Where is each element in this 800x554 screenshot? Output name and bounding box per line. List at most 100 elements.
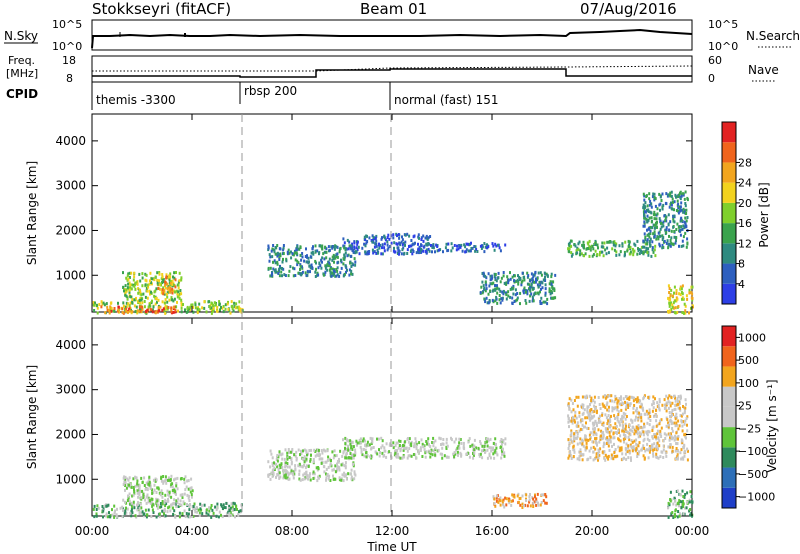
power-echo-cell	[505, 293, 508, 297]
power-echo-cell	[169, 290, 172, 294]
velocity-echo-cell	[483, 444, 486, 448]
power-echo-cell	[401, 235, 403, 239]
power-echo-cell	[333, 245, 336, 249]
velocity-echo-cell	[133, 489, 136, 493]
velocity-echo-cell	[109, 515, 112, 519]
power-echo-cell	[351, 262, 354, 266]
velocity-echo-cell	[383, 453, 386, 457]
velocity-echo-cell	[111, 508, 113, 512]
velocity-echo-cell	[592, 450, 595, 454]
velocity-echo-cell	[630, 395, 633, 399]
power-echo-cell	[146, 283, 149, 287]
power-echo-cell	[152, 305, 155, 309]
power-echo-cell	[501, 296, 504, 300]
velocity-echo-cell	[605, 395, 608, 399]
power-echo-cell	[642, 224, 645, 228]
power-echo-cell	[645, 218, 648, 221]
power-echo-cell	[353, 247, 356, 251]
power-echo-cell	[643, 224, 646, 228]
velocity-echo-cell	[579, 452, 582, 456]
velocity-echo-cell	[653, 433, 656, 436]
power-echo-cell	[347, 253, 350, 257]
power-echo-cell	[95, 303, 98, 307]
velocity-echo-cell	[149, 484, 152, 488]
velocity-echo-cell	[396, 452, 399, 456]
power-colorbar-frame	[721, 121, 737, 305]
power-colorbar-segment	[722, 182, 736, 203]
velocity-echo-cell	[586, 458, 589, 462]
velocity-echo-cell	[631, 425, 634, 429]
power-ylabel: Slant Range [km]	[25, 161, 39, 265]
velocity-echo-cell	[457, 445, 460, 449]
power-echo-cell	[314, 259, 317, 263]
velocity-echo-cell	[630, 439, 633, 443]
freq-label-line2: [MHz]	[6, 67, 38, 80]
power-echo-cell	[587, 247, 590, 251]
power-echo-cell	[681, 297, 683, 301]
velocity-echo-cell	[614, 406, 617, 410]
power-echo-cell	[128, 304, 131, 308]
velocity-echo-cell	[305, 464, 308, 468]
velocity-echo-cell	[309, 457, 312, 461]
velocity-echo-cell	[175, 482, 178, 485]
velocity-echo-cell	[403, 455, 406, 459]
power-echo-cell	[544, 283, 547, 287]
power-echo-cell	[651, 246, 654, 250]
power-echo-cell	[644, 238, 647, 241]
velocity-echo-cell	[431, 453, 434, 457]
velocity-echo-cell	[282, 476, 285, 480]
power-echo-cell	[100, 305, 103, 309]
power-echo-cell	[650, 220, 653, 224]
velocity-echo-cell	[113, 504, 116, 508]
velocity-echo-cell	[651, 409, 654, 413]
power-echo-cell	[413, 242, 415, 246]
power-echo-cell	[667, 246, 670, 250]
power-echo-cell	[383, 246, 386, 250]
velocity-echo-cell	[229, 511, 232, 515]
velocity-echo-cell	[632, 399, 635, 403]
velocity-echo-cell	[456, 446, 459, 450]
power-echo-cell	[393, 241, 396, 245]
velocity-echo-cell	[504, 442, 507, 446]
power-echo-cell	[650, 216, 653, 220]
power-echo-cell	[483, 250, 486, 254]
velocity-echo-cell	[394, 451, 397, 455]
velocity-echo-cell	[672, 502, 675, 506]
power-echo-cell	[479, 244, 482, 248]
power-echo-cell	[122, 304, 125, 308]
power-echo-cell	[659, 227, 662, 231]
power-echo-cell	[170, 280, 173, 283]
velocity-echo-cell	[456, 450, 459, 454]
velocity-echo-cell	[291, 448, 294, 451]
velocity-echo-cell	[345, 453, 348, 457]
velocity-echo-cell	[493, 450, 496, 454]
power-echo-cell	[276, 254, 279, 258]
velocity-echo-cell	[652, 425, 655, 429]
velocity-echo-cell	[299, 464, 302, 468]
velocity-colorbar-tick-label: 1000	[738, 331, 766, 344]
velocity-echo-cell	[574, 414, 577, 418]
velocity-echo-cell	[634, 418, 637, 422]
velocity-echo-cell	[220, 513, 222, 517]
power-echo-cell	[300, 258, 303, 262]
velocity-echo-cell	[581, 418, 584, 421]
power-echo-cell	[649, 210, 652, 214]
velocity-echo-cell	[312, 458, 315, 461]
cpid-segment-themis: themis -3300	[96, 93, 176, 107]
velocity-echo-cell	[676, 502, 679, 506]
velocity-echo-cell	[617, 445, 620, 449]
velocity-echo-cell	[657, 447, 659, 451]
velocity-echo-cell	[164, 504, 167, 508]
velocity-echo-cell	[158, 491, 161, 495]
velocity-echo-cell	[572, 444, 575, 448]
velocity-echo-cell	[161, 495, 164, 499]
velocity-echo-cell	[230, 506, 233, 510]
power-echo-cell	[186, 310, 189, 314]
power-echo-cell	[673, 285, 676, 289]
velocity-echo-cell	[187, 479, 190, 483]
velocity-echo-cell	[360, 441, 363, 445]
velocity-echo-cell	[205, 511, 208, 515]
power-echo-cell	[504, 243, 507, 247]
velocity-echo-cell	[381, 451, 384, 455]
power-echo-cell	[534, 279, 537, 283]
